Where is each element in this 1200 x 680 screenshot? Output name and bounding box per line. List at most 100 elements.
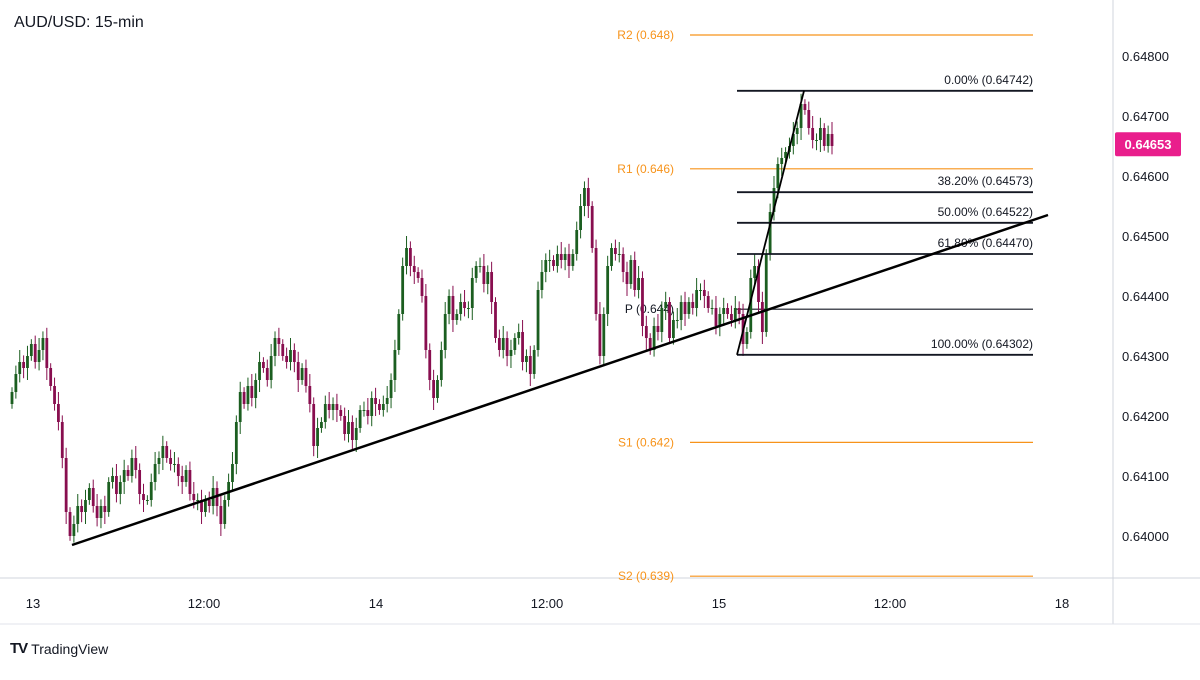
candle — [672, 311, 675, 345]
candle — [691, 293, 695, 315]
candle — [447, 289, 451, 325]
candle — [439, 341, 443, 387]
fib-label-1: 38.20% (0.64573) — [938, 174, 1033, 188]
candle — [807, 101, 811, 135]
candle — [613, 239, 617, 261]
candle — [412, 255, 416, 284]
y-tick-label-7: 0.64700 — [1122, 109, 1169, 124]
candle — [331, 397, 335, 421]
y-tick-label-8: 0.64800 — [1122, 49, 1169, 64]
candle — [443, 302, 447, 359]
x-tick-label-1: 12:00 — [188, 596, 221, 611]
candle — [165, 441, 169, 463]
candle — [250, 374, 254, 407]
candle — [265, 359, 269, 387]
candle — [153, 452, 157, 491]
candle — [428, 343, 432, 391]
candle — [583, 181, 586, 217]
candle — [664, 291, 668, 320]
y-tick-label-0: 0.64000 — [1122, 529, 1169, 544]
candle — [586, 177, 590, 218]
candle — [436, 375, 439, 403]
candle — [29, 339, 33, 361]
candle — [470, 267, 474, 320]
candle — [795, 121, 799, 145]
candle — [157, 451, 161, 475]
candle — [490, 261, 494, 314]
candle — [633, 251, 637, 297]
candle — [18, 350, 22, 383]
candle — [173, 452, 176, 473]
candle — [389, 373, 393, 409]
candle — [803, 99, 807, 115]
candle — [33, 335, 37, 369]
candle — [231, 452, 234, 491]
candle — [610, 243, 613, 271]
candle — [122, 459, 126, 494]
candle — [629, 255, 633, 289]
candle — [811, 116, 815, 149]
candle — [486, 265, 490, 295]
candle — [702, 279, 706, 308]
y-tick-label-2: 0.64200 — [1122, 409, 1169, 424]
candle — [370, 391, 374, 427]
candle — [463, 290, 466, 317]
candle — [641, 271, 644, 337]
candle — [188, 461, 192, 501]
candle — [26, 345, 29, 380]
candle — [722, 297, 726, 326]
candle — [617, 242, 621, 263]
x-tick-label-4: 15 — [712, 596, 726, 611]
y-tick-label-5: 0.64500 — [1122, 229, 1169, 244]
candle — [397, 309, 401, 355]
candle — [149, 473, 153, 507]
candle — [818, 117, 822, 152]
candle — [320, 417, 323, 433]
x-tick-label-5: 12:00 — [874, 596, 907, 611]
candle — [494, 297, 497, 343]
candle — [525, 349, 528, 373]
candle — [292, 343, 296, 373]
candle — [455, 309, 459, 325]
y-tick-label-3: 0.64300 — [1122, 349, 1169, 364]
tradingview-logo-icon: TV — [10, 640, 28, 657]
candle — [366, 398, 370, 425]
candle — [780, 147, 784, 176]
candle — [497, 329, 501, 357]
candle — [358, 405, 362, 433]
branding-name: TradingView — [31, 640, 109, 657]
candle — [791, 122, 795, 155]
candle — [335, 393, 339, 422]
candle — [401, 257, 405, 321]
candle — [675, 308, 679, 329]
candle — [316, 417, 319, 458]
candle — [559, 242, 563, 269]
candle — [14, 365, 18, 399]
candle — [234, 415, 238, 475]
candle — [552, 255, 555, 271]
y-tick-label-4: 0.64400 — [1122, 289, 1169, 304]
candle — [575, 221, 579, 261]
fib-label-0: 0.00% (0.64742) — [944, 73, 1033, 87]
candle — [238, 381, 242, 434]
candle — [532, 345, 536, 379]
fib-swing-line — [736, 90, 805, 356]
candle — [393, 339, 397, 392]
candle — [432, 369, 436, 410]
candle — [521, 320, 524, 371]
candle — [246, 377, 250, 411]
candle — [699, 283, 702, 301]
candle — [509, 339, 513, 368]
candle — [505, 331, 509, 367]
candle — [68, 507, 72, 541]
candle — [254, 373, 258, 409]
candle — [579, 194, 582, 239]
candle — [60, 415, 64, 469]
candle — [289, 338, 292, 371]
candle — [416, 267, 420, 283]
candle — [327, 392, 331, 419]
candle — [637, 266, 641, 299]
candle — [482, 254, 486, 293]
candle — [536, 281, 540, 357]
